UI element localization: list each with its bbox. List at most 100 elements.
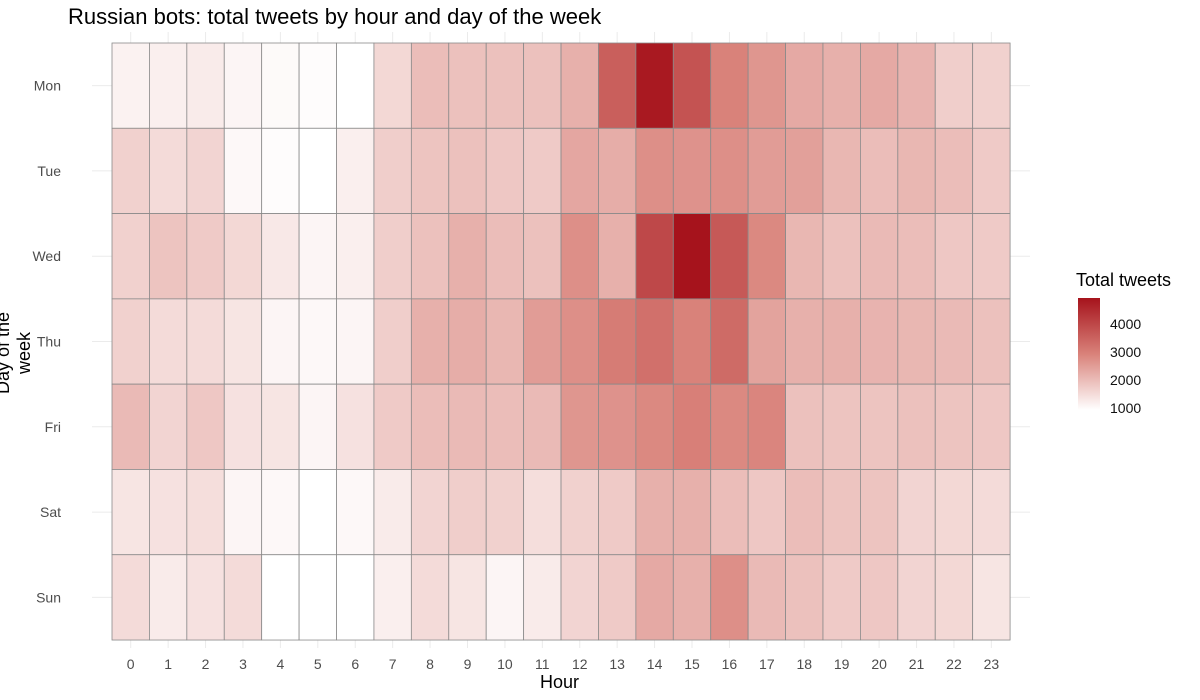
heatmap-cell-tue-2 bbox=[186, 127, 225, 214]
heatmap-cell-sun-16 bbox=[710, 554, 749, 641]
heatmap-cell-tue-9 bbox=[448, 127, 487, 214]
heatmap-cell-thu-17 bbox=[747, 298, 786, 385]
heatmap-cell-sat-19 bbox=[822, 469, 861, 556]
heatmap-cell-wed-23 bbox=[972, 213, 1011, 300]
heatmap-cell-mon-20 bbox=[860, 42, 899, 129]
heatmap-cell-sun-21 bbox=[897, 554, 936, 641]
heatmap-cell-fri-10 bbox=[485, 383, 525, 470]
heatmap-cell-wed-14 bbox=[635, 213, 674, 300]
heatmap-cell-wed-12 bbox=[560, 213, 599, 300]
heatmap-cell-thu-7 bbox=[373, 298, 412, 385]
heatmap-cell-mon-22 bbox=[934, 42, 974, 129]
heatmap-cell-wed-5 bbox=[298, 213, 337, 300]
y-tick-label-sat: Sat bbox=[40, 504, 61, 520]
legend-tick-4000: 4000 bbox=[1110, 316, 1142, 332]
heatmap-cell-thu-1 bbox=[149, 298, 188, 385]
heatmap-cell-fri-3 bbox=[223, 383, 263, 470]
heatmap-cell-fri-2 bbox=[186, 383, 225, 470]
heatmap-cell-mon-9 bbox=[448, 42, 487, 129]
heatmap-cell-sun-9 bbox=[448, 554, 487, 641]
heatmap-cell-tue-8 bbox=[410, 127, 450, 214]
heatmap-cell-wed-10 bbox=[485, 213, 525, 300]
y-tick-label-mon: Mon bbox=[34, 78, 61, 94]
x-tick-label-6: 6 bbox=[351, 656, 359, 672]
x-axis-ticks: 0 1 2 3 4 5 6 7 8 9 10 11 12 13 14 15 16 17 18 19 20 21 22 23 bbox=[127, 656, 1000, 672]
heatmap-cell-sun-0 bbox=[111, 554, 150, 641]
heatmap-cell-mon-2 bbox=[186, 42, 225, 129]
heatmap-cell-sat-18 bbox=[785, 469, 824, 556]
heatmap-cell-wed-22 bbox=[934, 213, 974, 300]
heatmap-cell-tue-21 bbox=[897, 127, 936, 214]
heatmap-cell-tue-1 bbox=[149, 127, 188, 214]
y-tick-label-wed: Wed bbox=[32, 248, 61, 264]
x-tick-label-12: 12 bbox=[572, 656, 588, 672]
heatmap-cell-fri-15 bbox=[672, 383, 712, 470]
heatmap-cell-fri-19 bbox=[822, 383, 861, 470]
heatmap-cell-fri-17 bbox=[747, 383, 786, 470]
heatmap-cell-wed-18 bbox=[785, 213, 824, 300]
heatmap-cell-fri-21 bbox=[897, 383, 936, 470]
heatmap-cell-sat-14 bbox=[635, 469, 674, 556]
heatmap-cell-sun-15 bbox=[672, 554, 712, 641]
heatmap-cell-sat-21 bbox=[897, 469, 936, 556]
x-axis-label: Hour bbox=[540, 672, 580, 692]
heatmap-cell-wed-2 bbox=[186, 213, 225, 300]
heatmap-cell-sun-4 bbox=[261, 554, 300, 641]
heatmap-cell-wed-4 bbox=[261, 213, 300, 300]
chart-title: Russian bots: total tweets by hour and d… bbox=[68, 4, 602, 29]
heatmap-cell-mon-3 bbox=[223, 42, 263, 129]
heatmap-cell-tue-4 bbox=[261, 127, 300, 214]
heatmap-cell-fri-7 bbox=[373, 383, 412, 470]
x-tick-label-10: 10 bbox=[497, 656, 513, 672]
heatmap-cell-tue-23 bbox=[972, 127, 1011, 214]
x-tick-label-18: 18 bbox=[796, 656, 812, 672]
heatmap-cell-sat-12 bbox=[560, 469, 599, 556]
x-tick-label-14: 14 bbox=[647, 656, 663, 672]
heatmap-cell-sun-12 bbox=[560, 554, 599, 641]
heatmap-cell-sat-17 bbox=[747, 469, 786, 556]
heatmap-cell-thu-6 bbox=[336, 298, 375, 385]
x-tick-label-17: 17 bbox=[759, 656, 775, 672]
y-axis-ticks: Mon Tue Wed Thu Fri Sat Sun bbox=[32, 78, 61, 606]
heatmap-cell-wed-19 bbox=[822, 213, 861, 300]
heatmap-cell-tue-11 bbox=[523, 127, 562, 214]
x-tick-label-9: 9 bbox=[464, 656, 472, 672]
heatmap-cell-thu-18 bbox=[785, 298, 824, 385]
heatmap-cell-tue-15 bbox=[672, 127, 712, 214]
heatmap-cell-mon-18 bbox=[785, 42, 824, 129]
heatmap-cell-thu-9 bbox=[448, 298, 487, 385]
x-tick-label-3: 3 bbox=[239, 656, 247, 672]
legend-tick-2000: 2000 bbox=[1110, 372, 1142, 388]
heatmap-cell-wed-6 bbox=[336, 213, 375, 300]
heatmap-cell-sun-10 bbox=[485, 554, 525, 641]
heatmap-cell-tue-6 bbox=[336, 127, 375, 214]
y-tick-label-fri: Fri bbox=[45, 419, 61, 435]
heatmap-cell-tue-12 bbox=[560, 127, 599, 214]
heatmap-cell-fri-20 bbox=[860, 383, 899, 470]
heatmap-cell-mon-5 bbox=[298, 42, 337, 129]
heatmap-cell-sun-2 bbox=[186, 554, 225, 641]
heatmap-cell-thu-19 bbox=[822, 298, 861, 385]
heatmap-cell-sat-6 bbox=[336, 469, 375, 556]
heatmap-cell-fri-13 bbox=[598, 383, 637, 470]
heatmap-cell-sat-7 bbox=[373, 469, 412, 556]
heatmap-cell-wed-7 bbox=[373, 213, 412, 300]
heatmap-cell-mon-16 bbox=[710, 42, 749, 129]
heatmap-cell-mon-23 bbox=[972, 42, 1011, 129]
y-tick-label-thu: Thu bbox=[37, 334, 61, 350]
heatmap-cell-sat-2 bbox=[186, 469, 225, 556]
heatmap-cell-fri-14 bbox=[635, 383, 674, 470]
heatmap-cell-tue-20 bbox=[860, 127, 899, 214]
heatmap-cell-sat-11 bbox=[523, 469, 562, 556]
heatmap-cell-fri-6 bbox=[336, 383, 375, 470]
heatmap-cell-mon-17 bbox=[747, 42, 786, 129]
heatmap-cell-wed-8 bbox=[410, 213, 450, 300]
heatmap-cell-wed-17 bbox=[747, 213, 786, 300]
heatmap-cell-sun-1 bbox=[149, 554, 188, 641]
heatmap-cell-sat-3 bbox=[223, 469, 263, 556]
heatmap-cell-tue-22 bbox=[934, 127, 974, 214]
x-tick-label-19: 19 bbox=[834, 656, 850, 672]
heatmap-cell-fri-16 bbox=[710, 383, 749, 470]
heatmap-cell-sun-11 bbox=[523, 554, 562, 641]
heatmap-cell-sun-7 bbox=[373, 554, 412, 641]
